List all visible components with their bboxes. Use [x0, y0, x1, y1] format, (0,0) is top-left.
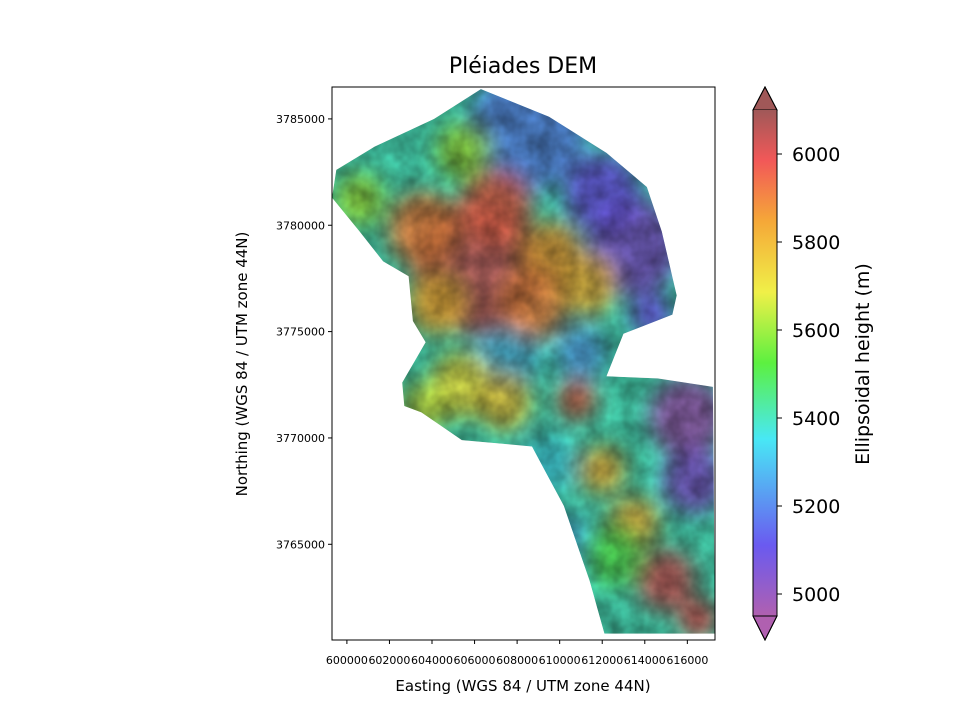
colorbar-tick-label: 6000	[792, 144, 840, 166]
chart-title: Pléiades DEM	[449, 54, 597, 79]
colorbar-gradient	[753, 110, 777, 616]
x-tick-label: 602000	[368, 654, 410, 667]
x-tick-label: 616000	[666, 654, 708, 667]
colorbar-extend-min	[752, 615, 778, 642]
hillshade-texture	[332, 89, 715, 634]
x-tick-label: 606000	[454, 654, 496, 667]
y-tick-label: 3775000	[276, 326, 325, 339]
x-tick-label: 612000	[581, 654, 623, 667]
colorbar-extend-max	[752, 85, 778, 111]
colorbar: 5000 5200 5400 5600 5800 6000 Ellipsoidal hei…	[752, 85, 874, 642]
y-axis-label: Northing (WGS 84 / UTM zone 44N)	[233, 232, 251, 497]
colorbar-tick-label: 5400	[792, 408, 840, 430]
x-tick-label: 600000	[326, 654, 368, 667]
y-axis: 3765000 3770000 3775000 3780000 3785000	[276, 113, 332, 551]
x-tick-label: 608000	[496, 654, 538, 667]
x-tick-label: 614000	[624, 654, 666, 667]
x-axis-label: Easting (WGS 84 / UTM zone 44N)	[395, 677, 650, 695]
x-tick-label: 610000	[539, 654, 581, 667]
colorbar-tick-label: 5000	[792, 584, 840, 606]
y-tick-label: 3765000	[276, 538, 325, 551]
colorbar-tick-label: 5600	[792, 320, 840, 342]
y-tick-label: 3770000	[276, 432, 325, 445]
axes-frame	[331, 86, 716, 641]
colorbar-tick-label: 5800	[792, 232, 840, 254]
dem-footprint	[332, 89, 715, 634]
x-tick-label: 604000	[411, 654, 453, 667]
y-tick-label: 3785000	[276, 113, 325, 126]
colorbar-label: Ellipsoidal height (m)	[852, 263, 874, 465]
colorbar-outline	[752, 85, 778, 642]
y-tick-label: 3780000	[276, 219, 325, 232]
colorbar-ticks: 5000 5200 5400 5600 5800 6000	[777, 144, 840, 606]
colorbar-tick-label: 5200	[792, 496, 840, 518]
dem-image	[332, 89, 715, 634]
x-axis: 600000 602000 604000 606000 608000 610000 6120…	[326, 640, 708, 667]
